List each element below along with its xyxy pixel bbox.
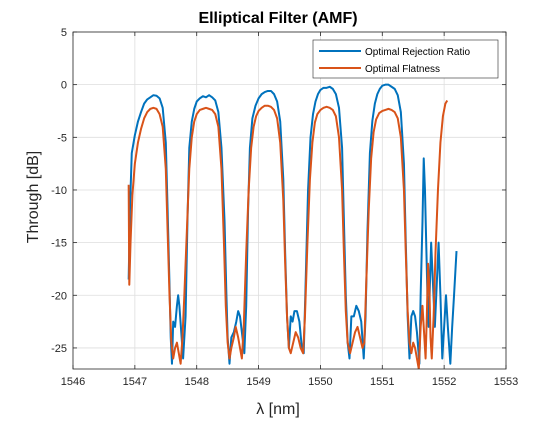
y-tick-label: -20 xyxy=(51,290,67,302)
series-layer xyxy=(127,83,458,369)
legend-label-optimal-rejection-ratio: Optimal Rejection Ratio xyxy=(365,47,470,58)
chart-title: Elliptical Filter (AMF) xyxy=(198,10,357,27)
y-tick-label: -15 xyxy=(51,238,67,250)
legend: Optimal Rejection Ratio Optimal Flatness xyxy=(312,39,499,79)
series-line-optimal-flatness xyxy=(127,99,449,369)
tick-layer xyxy=(72,31,507,369)
x-tick-label: 1547 xyxy=(123,376,147,388)
legend-label-optimal-flatness: Optimal Flatness xyxy=(365,64,440,75)
x-tick-label: 1551 xyxy=(370,376,394,388)
y-tick-label: -5 xyxy=(57,132,67,144)
x-tick-label: 1550 xyxy=(308,376,332,388)
tick-label-layer: 1546 1547 1548 1549 1550 1551 1552 1553 5 0 -5 -10 -… xyxy=(51,27,518,388)
plot-frame xyxy=(72,31,507,370)
x-tick-label: 1553 xyxy=(494,376,518,388)
y-tick-label: -10 xyxy=(51,185,67,197)
x-axis-title: λ [nm] xyxy=(256,401,300,418)
legend-box xyxy=(312,39,499,79)
x-tick-label: 1549 xyxy=(246,376,270,388)
y-axis-title: Through [dB] xyxy=(25,151,42,244)
y-tick-label: 5 xyxy=(61,27,67,39)
x-tick-label: 1552 xyxy=(432,376,456,388)
x-tick-label: 1548 xyxy=(184,376,208,388)
y-tick-label: -25 xyxy=(51,343,67,355)
x-tick-label: 1546 xyxy=(61,376,85,388)
y-tick-label: 0 xyxy=(61,80,67,92)
